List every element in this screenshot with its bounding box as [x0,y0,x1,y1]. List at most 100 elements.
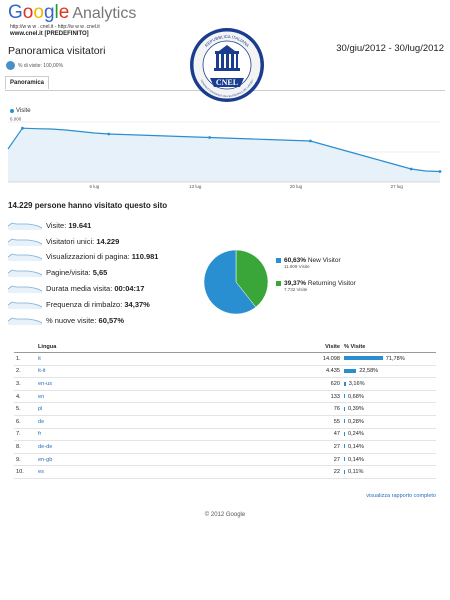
row-pct: 0,68% [348,393,364,400]
pct-bar [344,356,383,361]
row-pct-cell: 71,78% [342,352,436,366]
metric-row: Visualizzazioni di pagina: 110.981 [8,251,158,261]
row-rank: 8. [14,440,36,454]
table-row: 6. de 55 0,28% [14,415,436,429]
metric-value: 34,37% [124,299,150,309]
metric-row: Visite: 19.641 [8,220,91,230]
pct-bar [344,394,345,399]
metric-label: Frequenza di rimbalzo: [46,299,123,309]
metric-value: 110.981 [131,251,159,261]
language-table: Lingua Visite % Visite 1. it 14.098 71,78% 2… [14,342,436,479]
sparkline-icon [8,301,42,309]
x-tick-label: 27 lug [391,184,404,189]
tab-panoramica[interactable]: Panoramica [5,76,50,89]
language-link[interactable]: en-gb [36,453,298,467]
metric-label: Durata media visita: [46,283,113,293]
language-link[interactable]: fr [36,428,298,442]
metric-row: Pagine/visita: 5,65 [8,267,107,277]
row-rank: 5. [14,402,36,416]
language-link[interactable]: en-us [36,377,298,391]
pct-bar [344,457,345,462]
chart-legend: Visite [10,108,31,114]
row-rank: 10. [14,465,36,479]
row-pct: 0,14% [348,456,364,463]
table-row: 4. en 133 0,68% [14,390,436,404]
col-pct-visite: % Visite [342,342,436,353]
metric-value: 00:04:17 [114,283,145,293]
pct-bar [344,431,345,436]
row-pct: 0,39% [348,406,364,413]
sparkline-icon [8,285,42,293]
row-visits: 55 [298,415,342,429]
footer-copyright: © 2012 Google [204,512,246,518]
row-rank: 4. [14,390,36,404]
row-pct-cell: 0,39% [342,402,436,416]
language-link[interactable]: de-de [36,440,298,454]
row-pct-cell: 0,24% [342,428,436,442]
seal-banner: CNEL [216,78,238,87]
pct-bar [344,469,345,474]
pct-bar [344,406,345,411]
row-pct: 71,78% [385,355,405,362]
row-pct: 0,11% [348,469,364,476]
language-link[interactable]: en [36,390,298,404]
legend-square-icon [276,257,281,263]
legend-dot-icon [10,109,14,113]
y-tick-label: 6.000 [10,117,22,122]
metric-value: 19.641 [68,220,92,230]
google-analytics-logo: Google Analytics [8,2,136,25]
pie-legend-new: 60,63% New Visitor 11.909 Visite [276,257,341,269]
new-visitor-label: New Visitor [307,257,341,264]
row-pct: 3,16% [348,380,365,387]
metric-row: Visitatori unici: 14.229 [8,236,119,246]
legend-square-icon [276,280,281,286]
metric-value: 60,57% [98,315,124,325]
language-link[interactable]: pl [36,402,298,416]
x-tick-label: 13 lug [189,184,202,189]
percent-visits: % di visite: 100,00% [6,61,63,70]
table-row: 10. es 22 0,11% [14,465,436,479]
language-link[interactable]: it [36,352,298,366]
x-tick-label: 6 lug [90,184,100,189]
metric-value: 5,65 [92,267,108,277]
row-pct-cell: 3,16% [342,377,436,391]
profile-name: www.cnel.it [PREDEFINITO] [10,31,89,37]
visitor-type-pie-chart [203,249,269,315]
sparkline-icon [8,222,42,230]
metric-label: Visitatori unici: [46,236,95,246]
row-visits: 133 [298,390,342,404]
row-pct-cell: 22,58% [342,365,436,379]
language-link[interactable]: de [36,415,298,429]
cnel-seal-icon: CNEL REPUBBLICA ITALIANA CONSIGLIO NAZIO… [190,28,264,102]
col-lingua: Lingua [36,342,298,353]
language-link[interactable]: it-it [36,365,298,379]
table-row: 7. fr 47 0,24% [14,428,436,442]
site-url: http://w w w . cnel.it - http://w w w .c… [10,24,100,30]
data-point [208,136,212,139]
visitors-headline: 14.229 persone hanno visitato questo sit… [8,201,168,210]
data-point [21,126,24,130]
row-rank: 9. [14,453,36,467]
logo-google: Google [8,2,70,23]
row-rank: 2. [14,365,36,379]
row-pct: 0,24% [348,431,364,438]
data-point [438,170,442,173]
visits-line [7,127,441,173]
segment-pie-icon [6,61,15,70]
pie-legend-returning: 39,37% Returning Visitor 7.732 Visite [276,280,356,292]
page-title: Panoramica visitatori [8,45,106,57]
language-link[interactable]: es [36,465,298,479]
table-row: 8. de-de 27 0,14% [14,440,436,454]
full-report-link[interactable]: visualizza rapporto completo [366,493,436,499]
metric-label: Pagine/visita: [46,267,91,277]
row-visits: 27 [298,453,342,467]
row-rank: 7. [14,428,36,442]
col-visite: Visite [298,342,342,353]
logo-analytics: Analytics [72,5,137,22]
row-rank: 1. [14,352,36,366]
date-range: 30/giu/2012 - 30/lug/2012 [336,43,444,54]
data-point [309,139,312,143]
table-row: 5. pl 76 0,39% [14,402,436,416]
pct-bar [344,419,345,424]
